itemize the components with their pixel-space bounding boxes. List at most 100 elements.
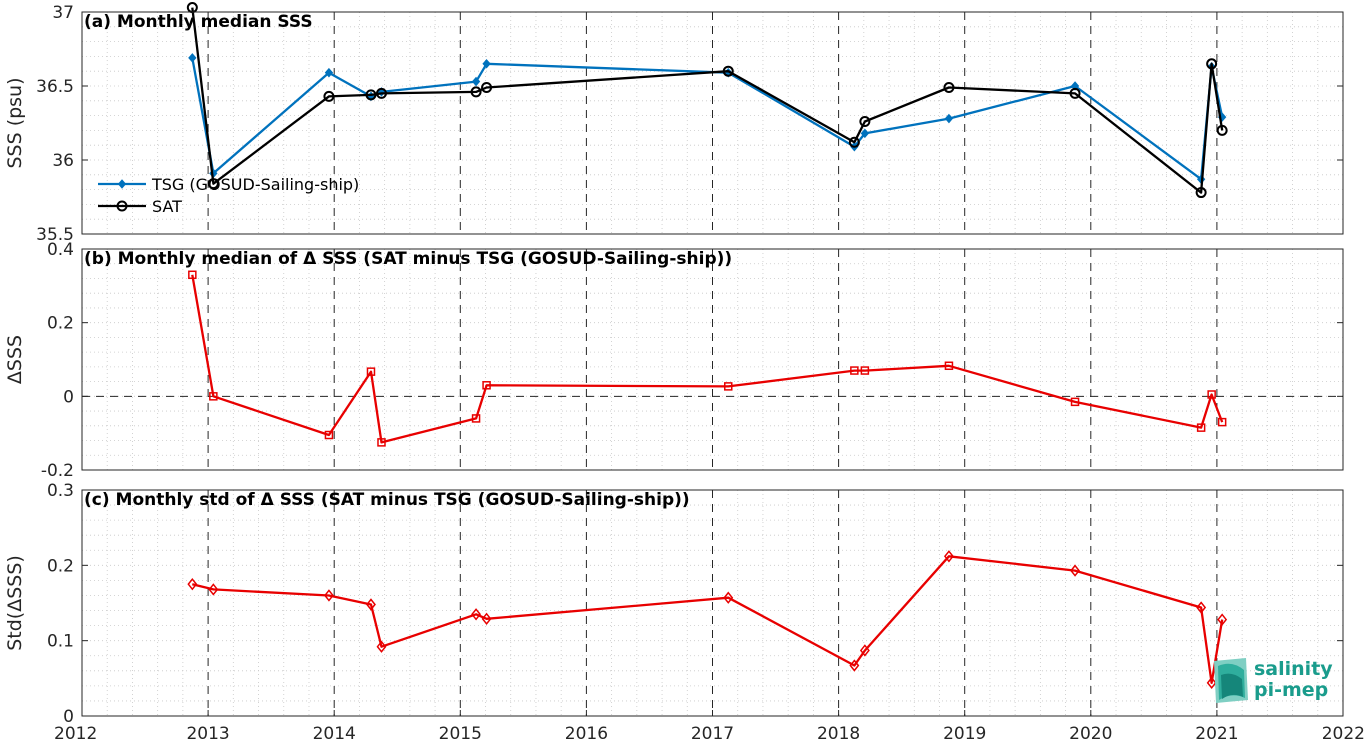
logo-waves-icon (1214, 658, 1248, 703)
y-tick-label: 0 (63, 387, 74, 407)
logo-line1: salinity (1254, 658, 1333, 680)
plot-frame (81, 248, 1344, 471)
series-1 (188, 270, 1227, 447)
legend: TSG (GOSUD-Sailing-ship) SAT (98, 175, 359, 216)
legend-marker (117, 179, 127, 189)
minor-grid (82, 249, 1343, 470)
data-point (207, 178, 219, 190)
salinity-pimep-logo: salinity pi-mep (1214, 658, 1333, 703)
data-point (849, 659, 860, 672)
y-tick-label: 35.5 (36, 225, 74, 245)
x-tick-label: 2013 (186, 724, 229, 743)
data-point (324, 430, 334, 440)
data-point (482, 381, 491, 390)
plot-frame (81, 11, 1344, 235)
data-point (860, 128, 870, 139)
panels: 35.5 36 36.5 37 SSS (psu) (a) Monthly median … (4, 2, 1344, 727)
data-point (323, 90, 335, 102)
y-tick-label: 0 (63, 707, 74, 727)
series-2 (186, 2, 1228, 199)
data-point (470, 86, 482, 98)
data-point (859, 644, 870, 657)
series-line (192, 555, 1224, 685)
x-tick-label: 2019 (943, 724, 986, 743)
data-point (1070, 81, 1080, 91)
x-tick-label: 2016 (565, 724, 608, 743)
data-point (1196, 423, 1206, 432)
y-axis-label: Std(ΔSSS) (4, 555, 26, 651)
y-axis-label: SSS (psu) (4, 77, 26, 168)
y-tick-label: 0.1 (47, 632, 74, 652)
year-gridlines (207, 249, 1218, 470)
data-point (850, 366, 859, 375)
panel-2: -0.2 0 0.2 0.4 ΔSSS (b) Monthly median of Δ S… (4, 240, 1344, 481)
data-point (859, 116, 871, 128)
x-axis: 2012 2013 2014 2015 2016 2017 2018 2019 2020 2021… (54, 710, 1365, 743)
data-point (1217, 613, 1228, 626)
legend-marker (116, 200, 128, 212)
y-ticks: 35.5 36 36.5 37 (36, 3, 1343, 245)
y-tick-label: 36 (52, 151, 74, 171)
data-point (944, 113, 954, 124)
data-point (323, 589, 334, 602)
y-tick-label: 0.2 (47, 314, 74, 334)
year-gridlines (207, 12, 1218, 234)
y-tick-label: 0.3 (47, 481, 74, 501)
data-point (1070, 564, 1081, 577)
data-point (1216, 124, 1228, 136)
y-tick-label: 0.2 (47, 556, 74, 576)
series-1 (187, 550, 1228, 690)
data-point (724, 382, 733, 391)
y-tick-label: 0.4 (47, 240, 74, 260)
legend-entry: SAT (152, 197, 182, 216)
data-point (848, 136, 860, 148)
data-point (366, 598, 376, 611)
data-point (943, 550, 954, 563)
data-point (1206, 676, 1217, 690)
panel-title: (a) Monthly median SSS (84, 12, 313, 32)
data-point (481, 612, 492, 626)
data-point (1206, 58, 1218, 70)
minor-grid (82, 12, 1343, 234)
x-tick-label: 2012 (54, 724, 97, 743)
data-point (1196, 601, 1207, 614)
y-tick-label: 37 (52, 3, 74, 23)
x-tick-label: 2022 (1322, 724, 1365, 743)
data-point (366, 367, 376, 376)
data-point (375, 87, 387, 99)
data-point (377, 438, 386, 447)
data-point (188, 270, 197, 280)
x-tick-label: 2014 (313, 724, 356, 743)
data-point (723, 591, 734, 604)
panel-title: (b) Monthly median of Δ SSS (SAT minus T… (84, 249, 732, 269)
x-tick-label: 2015 (439, 724, 482, 743)
logo-line2: pi-mep (1254, 679, 1328, 701)
y-tick-label: 36.5 (36, 77, 74, 97)
data-point (1070, 397, 1080, 407)
y-ticks: -0.2 0 0.2 0.4 (41, 240, 1343, 481)
data-point (208, 583, 219, 596)
data-point (471, 76, 481, 87)
data-point (376, 640, 387, 653)
data-point (324, 67, 334, 78)
legend-entry: TSG (GOSUD-Sailing-ship) (151, 175, 359, 194)
data-point (365, 89, 377, 101)
y-axis-label: ΔSSS (4, 335, 26, 384)
data-point (944, 361, 954, 371)
data-point (1207, 390, 1216, 399)
data-point (482, 59, 491, 69)
data-point (209, 392, 218, 401)
data-point (943, 81, 955, 93)
data-point (481, 81, 493, 93)
x-tick-label: 2020 (1069, 724, 1112, 743)
data-point (188, 53, 197, 63)
panel-3: 0 0.1 0.2 0.3 Std(ΔSSS) (c) Monthly std of Δ … (4, 481, 1344, 727)
data-point (471, 414, 481, 423)
y-tick-label: -0.2 (41, 461, 74, 481)
data-point (187, 577, 198, 591)
data-point (860, 366, 870, 375)
series-line (191, 274, 1224, 444)
data-point (722, 65, 734, 77)
data-point (471, 608, 482, 621)
